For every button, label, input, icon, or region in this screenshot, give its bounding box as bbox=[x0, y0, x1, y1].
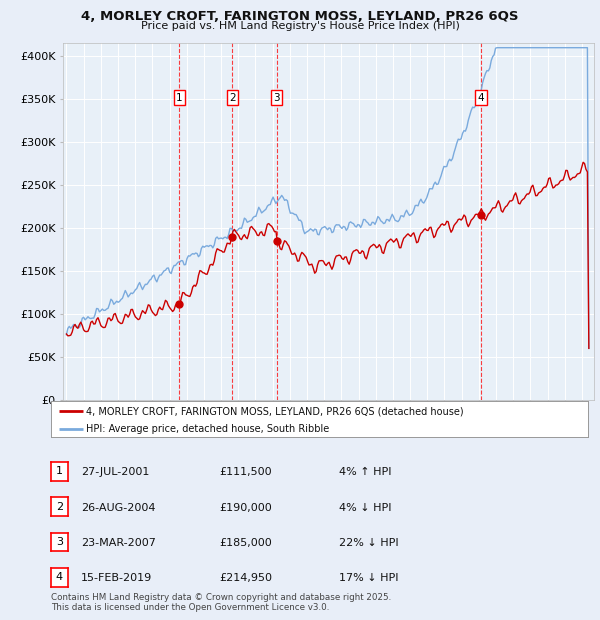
Text: 15-FEB-2019: 15-FEB-2019 bbox=[81, 574, 152, 583]
Text: 4, MORLEY CROFT, FARINGTON MOSS, LEYLAND, PR26 6QS (detached house): 4, MORLEY CROFT, FARINGTON MOSS, LEYLAND… bbox=[86, 406, 464, 416]
Text: 17% ↓ HPI: 17% ↓ HPI bbox=[339, 574, 398, 583]
Text: £190,000: £190,000 bbox=[219, 503, 272, 513]
Text: 4, MORLEY CROFT, FARINGTON MOSS, LEYLAND, PR26 6QS: 4, MORLEY CROFT, FARINGTON MOSS, LEYLAND… bbox=[81, 10, 519, 23]
Text: 4: 4 bbox=[56, 572, 63, 582]
Text: Contains HM Land Registry data © Crown copyright and database right 2025.
This d: Contains HM Land Registry data © Crown c… bbox=[51, 593, 391, 612]
Text: 27-JUL-2001: 27-JUL-2001 bbox=[81, 467, 149, 477]
Text: 23-MAR-2007: 23-MAR-2007 bbox=[81, 538, 156, 548]
Text: 4% ↑ HPI: 4% ↑ HPI bbox=[339, 467, 391, 477]
Text: 26-AUG-2004: 26-AUG-2004 bbox=[81, 503, 155, 513]
Text: 2: 2 bbox=[56, 502, 63, 512]
Text: £214,950: £214,950 bbox=[219, 574, 272, 583]
Text: £185,000: £185,000 bbox=[219, 538, 272, 548]
Text: 3: 3 bbox=[273, 92, 280, 102]
Text: 2: 2 bbox=[229, 92, 236, 102]
Text: 1: 1 bbox=[56, 466, 63, 476]
Text: 22% ↓ HPI: 22% ↓ HPI bbox=[339, 538, 398, 548]
Text: 4% ↓ HPI: 4% ↓ HPI bbox=[339, 503, 391, 513]
Text: 4: 4 bbox=[478, 92, 484, 102]
Text: Price paid vs. HM Land Registry's House Price Index (HPI): Price paid vs. HM Land Registry's House … bbox=[140, 21, 460, 31]
Text: 3: 3 bbox=[56, 537, 63, 547]
Text: 1: 1 bbox=[176, 92, 182, 102]
Text: £111,500: £111,500 bbox=[219, 467, 272, 477]
Text: HPI: Average price, detached house, South Ribble: HPI: Average price, detached house, Sout… bbox=[86, 424, 329, 434]
